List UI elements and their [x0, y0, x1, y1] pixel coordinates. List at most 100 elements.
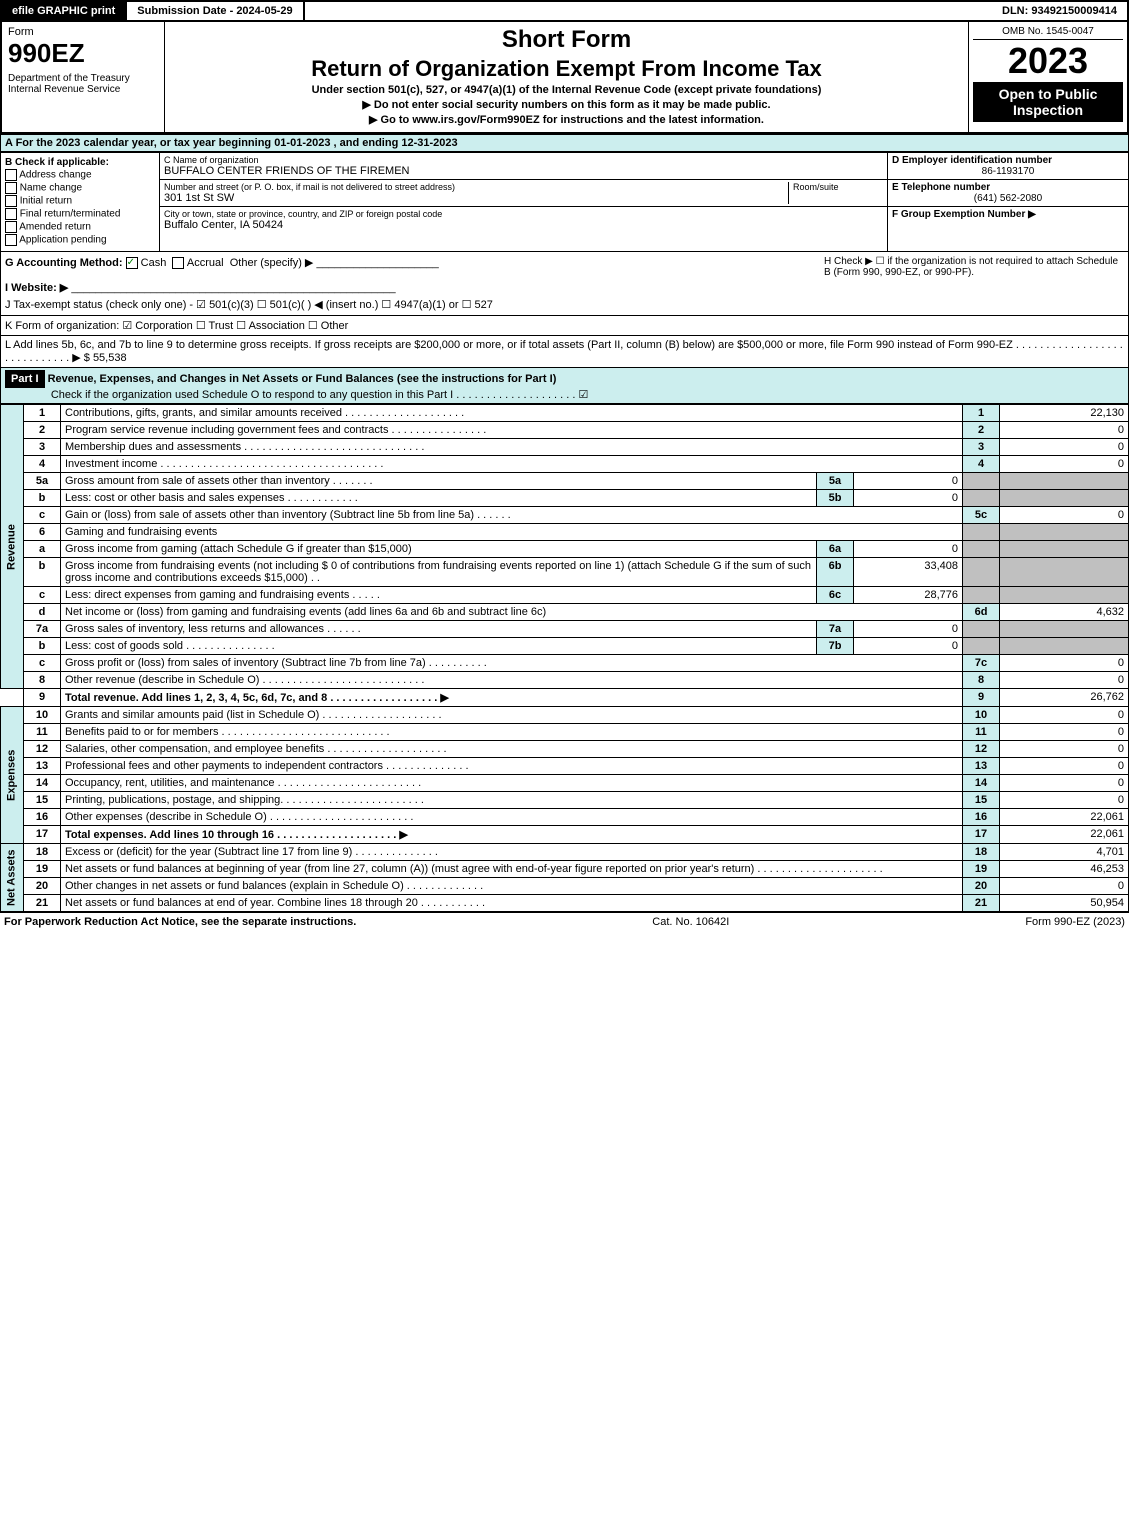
line-num: 5a — [24, 473, 61, 490]
grey-cell — [963, 621, 1000, 638]
col-num: 2 — [963, 422, 1000, 439]
header-center: Short Form Return of Organization Exempt… — [165, 22, 969, 132]
col-num: 13 — [963, 758, 1000, 775]
line-desc: Benefits paid to or for members . . . . … — [61, 724, 963, 741]
col-val: 0 — [1000, 741, 1129, 758]
line-num: 8 — [24, 672, 61, 689]
col-num: 5c — [963, 507, 1000, 524]
table-row: 11Benefits paid to or for members . . . … — [1, 724, 1129, 741]
col-num: 9 — [963, 689, 1000, 707]
city-value: Buffalo Center, IA 50424 — [164, 219, 883, 231]
line-desc: Grants and similar amounts paid (list in… — [61, 707, 963, 724]
section-h: H Check ▶ ☐ if the organization is not r… — [824, 256, 1124, 278]
line-num: 19 — [24, 861, 61, 878]
table-row: 13Professional fees and other payments t… — [1, 758, 1129, 775]
line-desc: Professional fees and other payments to … — [61, 758, 963, 775]
table-row: 16Other expenses (describe in Schedule O… — [1, 809, 1129, 826]
col-val: 0 — [1000, 422, 1129, 439]
row-i: I Website: ▶ ___________________________… — [5, 281, 1124, 294]
col-num: 8 — [963, 672, 1000, 689]
table-row: cLess: direct expenses from gaming and f… — [1, 587, 1129, 604]
part-i-table: Revenue 1 Contributions, gifts, grants, … — [0, 404, 1129, 912]
check-address-change[interactable]: Address change — [5, 169, 155, 181]
grey-cell — [1000, 638, 1129, 655]
col-num: 1 — [963, 405, 1000, 422]
table-row: 19Net assets or fund balances at beginni… — [1, 861, 1129, 878]
col-b-check-applicable: B Check if applicable: Address change Na… — [1, 153, 160, 251]
col-val: 0 — [1000, 724, 1129, 741]
line-desc: Net income or (loss) from gaming and fun… — [61, 604, 963, 621]
line-desc: Other changes in net assets or fund bala… — [61, 878, 963, 895]
line-num: b — [24, 558, 61, 587]
col-num: 11 — [963, 724, 1000, 741]
table-row: bGross income from fundraising events (n… — [1, 558, 1129, 587]
street-label: Number and street (or P. O. box, if mail… — [164, 182, 788, 192]
line-num: 12 — [24, 741, 61, 758]
line-num: a — [24, 541, 61, 558]
col-num: 21 — [963, 895, 1000, 912]
line-num: 1 — [24, 405, 61, 422]
table-row: 4Investment income . . . . . . . . . . .… — [1, 456, 1129, 473]
line-num: 7a — [24, 621, 61, 638]
col-num: 20 — [963, 878, 1000, 895]
grey-cell — [963, 638, 1000, 655]
header-left: Form 990EZ Department of the Treasury In… — [2, 22, 165, 132]
table-row: Net Assets 18Excess or (deficit) for the… — [1, 844, 1129, 861]
check-initial-return[interactable]: Initial return — [5, 195, 155, 207]
org-name-label: C Name of organization — [164, 155, 883, 165]
grey-cell — [1000, 490, 1129, 507]
top-bar: efile GRAPHIC print Submission Date - 20… — [0, 0, 1129, 22]
col-num: 10 — [963, 707, 1000, 724]
line-desc: Gaming and fundraising events — [61, 524, 963, 541]
group-cell: F Group Exemption Number ▶ — [888, 207, 1128, 222]
check-name-change[interactable]: Name change — [5, 182, 155, 194]
col-val: 0 — [1000, 672, 1129, 689]
line-num: d — [24, 604, 61, 621]
line-num: 15 — [24, 792, 61, 809]
row-l-amount: 55,538 — [93, 352, 127, 364]
sub-val: 0 — [854, 490, 963, 507]
line-num: 9 — [24, 689, 61, 707]
check-label: Application pending — [19, 235, 106, 246]
line-desc: Gross income from gaming (attach Schedul… — [61, 541, 817, 558]
sub-num: 6a — [817, 541, 854, 558]
sub-val: 28,776 — [854, 587, 963, 604]
submission-date: Submission Date - 2024-05-29 — [127, 2, 304, 20]
g-cash-checkbox[interactable] — [126, 257, 138, 269]
check-amended-return[interactable]: Amended return — [5, 221, 155, 233]
check-label: Final return/terminated — [20, 209, 121, 220]
ein-cell: D Employer identification number 86-1193… — [888, 153, 1128, 180]
col-val: 0 — [1000, 878, 1129, 895]
org-name-cell: C Name of organization BUFFALO CENTER FR… — [160, 153, 887, 180]
grey-cell — [1000, 558, 1129, 587]
section-bcd: B Check if applicable: Address change Na… — [0, 152, 1129, 252]
grey-cell — [1000, 621, 1129, 638]
line-desc: Excess or (deficit) for the year (Subtra… — [61, 844, 963, 861]
grey-cell — [963, 524, 1000, 541]
check-final-return[interactable]: Final return/terminated — [5, 208, 155, 220]
efile-button[interactable]: efile GRAPHIC print — [2, 2, 127, 20]
tel-cell: E Telephone number (641) 562-2080 — [888, 180, 1128, 207]
g-accrual-checkbox[interactable] — [172, 257, 184, 269]
table-row: 5aGross amount from sale of assets other… — [1, 473, 1129, 490]
grey-cell — [1000, 587, 1129, 604]
footer-left: For Paperwork Reduction Act Notice, see … — [4, 916, 356, 928]
omb-label: OMB No. 1545-0047 — [973, 26, 1123, 40]
line-desc: Gross sales of inventory, less returns a… — [61, 621, 817, 638]
line-desc: Less: cost of goods sold . . . . . . . .… — [61, 638, 817, 655]
grey-cell — [963, 541, 1000, 558]
col-val: 22,130 — [1000, 405, 1129, 422]
netassets-sidebar: Net Assets — [1, 844, 24, 912]
line-desc: Membership dues and assessments . . . . … — [61, 439, 963, 456]
col-val: 46,253 — [1000, 861, 1129, 878]
row-j: J Tax-exempt status (check only one) - ☑… — [5, 298, 1124, 311]
col-val: 0 — [1000, 439, 1129, 456]
line-num: 17 — [24, 826, 61, 844]
check-application-pending[interactable]: Application pending — [5, 234, 155, 246]
col-c-org-info: C Name of organization BUFFALO CENTER FR… — [160, 153, 888, 251]
grey-cell — [1000, 524, 1129, 541]
line-desc: Total expenses. Add lines 10 through 16 … — [61, 826, 963, 844]
line-num: 20 — [24, 878, 61, 895]
line-desc: Less: cost or other basis and sales expe… — [61, 490, 817, 507]
line-desc: Net assets or fund balances at end of ye… — [61, 895, 963, 912]
